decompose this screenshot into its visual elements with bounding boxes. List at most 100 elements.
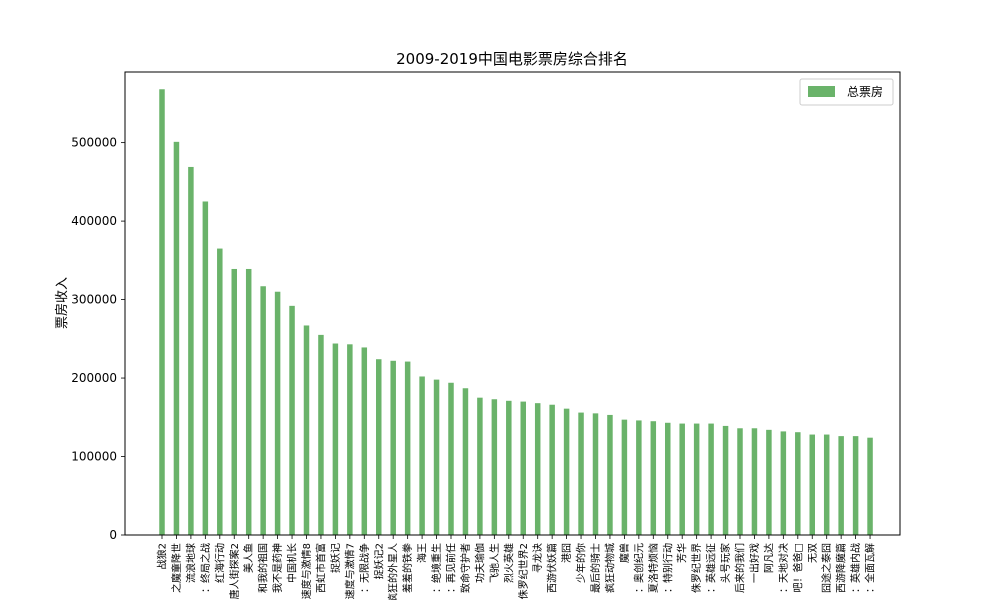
- x-tick-label: 西虹市首富: [314, 543, 327, 593]
- y-tick-label: 400000: [71, 214, 117, 228]
- x-tick-label: 吧！爸爸□: [791, 543, 804, 592]
- bar: [448, 382, 454, 535]
- x-tick-label: 无双: [807, 543, 819, 563]
- x-tick-label: 中国机长: [286, 543, 299, 583]
- bar: [173, 141, 180, 535]
- x-tick-label: 阿凡达: [763, 543, 775, 573]
- y-tick-label: 0: [109, 528, 117, 542]
- legend-box: [799, 78, 894, 106]
- x-tick-label: 捉妖记2: [372, 543, 385, 579]
- x-tick-label: 我不是药神: [271, 543, 284, 593]
- y-tick-label: 500000: [71, 136, 117, 150]
- bar: [231, 268, 237, 535]
- x-tick-label: 速度与激情8: [300, 543, 313, 599]
- x-tick-label: ：无限战争: [358, 543, 371, 593]
- bar: [462, 388, 469, 535]
- x-tick-label: 美人鱼: [242, 543, 255, 573]
- bars-layer: [159, 89, 873, 536]
- bar: [520, 401, 526, 535]
- plot-frame: [124, 71, 901, 536]
- x-tick-label: ：特别行动: [661, 543, 674, 593]
- bar: [202, 201, 209, 536]
- x-tick-label: 功夫瑜伽: [473, 543, 486, 583]
- bar: [303, 325, 310, 535]
- x-tick-label: 战狼2: [156, 543, 169, 569]
- legend: 总票房: [799, 78, 894, 106]
- bar: [506, 400, 512, 535]
- bar: [563, 408, 570, 535]
- bar: [607, 414, 613, 535]
- bar: [809, 434, 815, 535]
- bar: [274, 291, 281, 535]
- bar: [433, 379, 440, 535]
- x-tick-label: 之魔童降世: [170, 543, 183, 593]
- bar: [708, 423, 714, 535]
- bar: [766, 429, 772, 535]
- bar: [549, 404, 555, 535]
- x-tick-label: 一出好戏: [748, 543, 761, 583]
- x-tick-label: 西游降魔篇: [835, 543, 848, 593]
- x-tick-label: 侏罗纪世界: [691, 543, 703, 593]
- bar: [737, 428, 743, 535]
- bar: [477, 397, 483, 535]
- x-tick-label: 少年的你: [575, 543, 588, 583]
- y-tick-label: 300000: [71, 293, 117, 307]
- bar: [838, 436, 844, 535]
- x-tick-label: 海王: [416, 543, 429, 563]
- bar: [361, 347, 368, 535]
- x-tick-label: 致命守护者: [459, 543, 472, 593]
- x-tick-label: 流浪地球: [184, 543, 197, 583]
- x-axis: 战狼2 之魔童降世 流浪地球 ：终局之战 红海行动 唐人街探案2 美人鱼 和我的祖国 我不是药神…: [156, 535, 877, 600]
- x-tick-label: 囧途之泰囧: [820, 543, 833, 593]
- bar: [404, 361, 411, 535]
- x-tick-label: 烈火英雄: [502, 543, 515, 583]
- x-tick-label: 夏洛特烦恼: [647, 543, 660, 593]
- x-tick-label: 飞驰人生: [488, 543, 501, 583]
- x-tick-label: ：再见前任: [445, 543, 458, 593]
- bar: [159, 89, 165, 535]
- x-tick-label: ：天地对决: [777, 543, 790, 593]
- bar: [722, 425, 729, 535]
- bar: [592, 413, 599, 535]
- bar: [260, 286, 266, 535]
- x-tick-label: ：全面瓦解: [864, 543, 877, 593]
- x-tick-label: 速度与激情7: [343, 543, 356, 599]
- bar: [318, 334, 324, 535]
- x-tick-label: 寻龙诀: [531, 543, 544, 573]
- bar: [347, 344, 353, 535]
- bar: [852, 436, 859, 535]
- x-tick-label: ：终局之战: [199, 543, 212, 593]
- y-tick-label: 100000: [71, 450, 117, 464]
- x-tick-label: 捉妖记: [329, 543, 342, 573]
- bar: [636, 420, 642, 535]
- bar: [665, 422, 671, 535]
- x-tick-label: 最后的骑士: [589, 543, 602, 593]
- bar: [188, 166, 194, 535]
- x-tick-label: 港囧: [561, 543, 573, 563]
- x-tick-label: 头号玩家: [719, 543, 732, 583]
- bar: [332, 343, 339, 535]
- bar: [751, 428, 758, 535]
- y-axis-label: 票房收入: [54, 277, 70, 329]
- x-tick-label: 和我的祖国: [257, 543, 270, 593]
- x-tick-label: 红海行动: [213, 543, 226, 583]
- x-tick-label: ：英雄远征: [705, 543, 718, 593]
- x-tick-label: 疯狂动物城: [603, 543, 616, 593]
- bar: [289, 305, 295, 535]
- x-tick-label: ：绝境重生: [430, 543, 443, 593]
- y-axis: 0 100000 200000 300000 400000 500000: [71, 136, 125, 542]
- bar: [390, 360, 396, 535]
- legend-label: 总票房: [847, 84, 883, 99]
- bar: [650, 421, 657, 535]
- bar: [491, 399, 498, 535]
- bar: [245, 268, 252, 535]
- x-tick-label: 西游伏妖篇: [546, 543, 559, 593]
- bar: [621, 419, 628, 535]
- x-tick-label: 羞羞的铁拳: [401, 543, 414, 593]
- bar: [534, 403, 541, 535]
- bar: [693, 423, 700, 535]
- x-tick-label: 芳华: [676, 543, 689, 563]
- bar: [679, 423, 685, 535]
- bar: [419, 376, 425, 535]
